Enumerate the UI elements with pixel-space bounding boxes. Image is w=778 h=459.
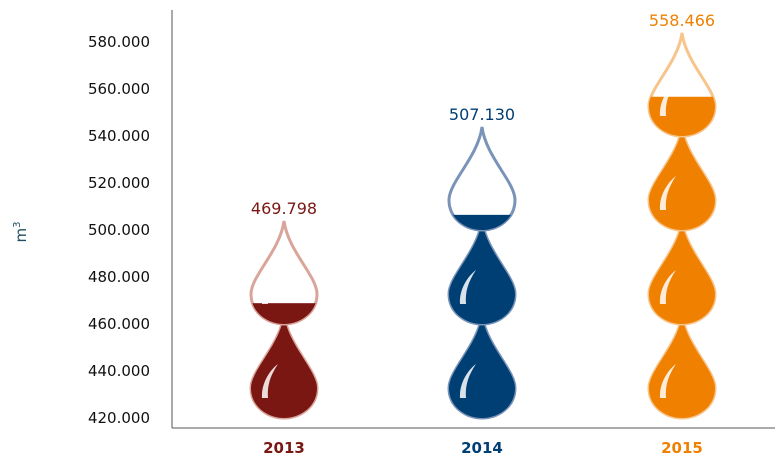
category-label: 2015 — [661, 439, 703, 457]
drop-mark — [447, 126, 517, 232]
y-tick-label: 560.000 — [88, 80, 150, 98]
value-label: 469.798 — [251, 199, 317, 218]
drop-mark — [647, 314, 717, 420]
value-label: 507.130 — [449, 105, 515, 124]
y-tick-label: 580.000 — [88, 33, 150, 51]
drop-mark — [647, 32, 717, 138]
drop-mark — [249, 220, 319, 326]
y-tick-labels: 420.000 440.000 460.000 480.000 500.000 520.0… — [88, 33, 150, 427]
y-axis-label: m3 — [12, 222, 30, 243]
y-tick-label: 440.000 — [88, 362, 150, 380]
drop-mark — [249, 314, 319, 420]
category-labels: 2013 2014 2015 — [263, 439, 703, 457]
y-tick-label: 520.000 — [88, 174, 150, 192]
value-labels: 469.798 507.130 558.466 — [251, 11, 715, 218]
category-label: 2013 — [263, 439, 305, 457]
y-tick-label: 540.000 — [88, 127, 150, 145]
value-label: 558.466 — [649, 11, 715, 30]
y-tick-label: 500.000 — [88, 221, 150, 239]
drop-marks — [249, 32, 717, 420]
drop-mark — [647, 220, 717, 326]
category-label: 2014 — [461, 439, 503, 457]
drop-mark — [647, 126, 717, 232]
y-tick-label: 420.000 — [88, 409, 150, 427]
y-tick-label: 480.000 — [88, 268, 150, 286]
drop-mark — [447, 220, 517, 326]
y-tick-label: 460.000 — [88, 315, 150, 333]
drop-mark — [447, 314, 517, 420]
